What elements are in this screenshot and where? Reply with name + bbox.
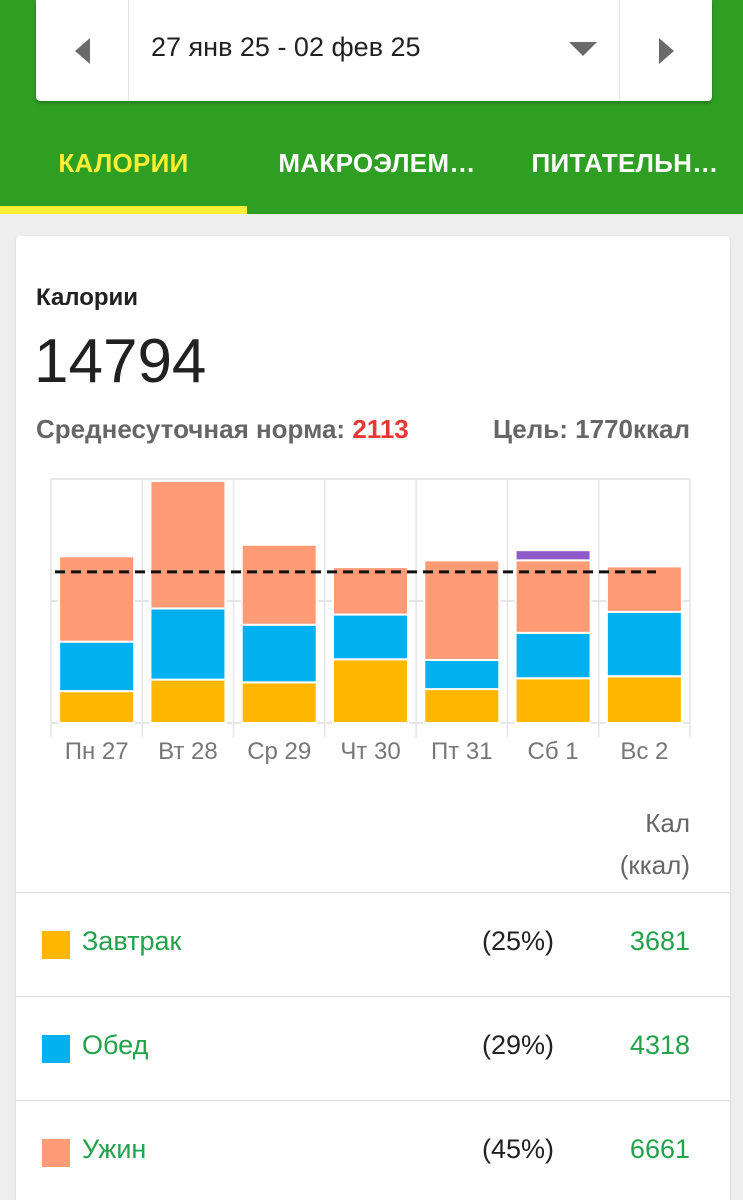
- chevron-left-icon: [74, 37, 90, 64]
- meal-row-breakfast[interactable]: Завтрак (25%) 3681: [16, 892, 730, 996]
- meal-percent: (29%): [481, 1030, 554, 1060]
- chart-bar-segment: [58, 555, 136, 643]
- column-header-line1: Кал: [645, 808, 690, 838]
- chart-bar-segment: [332, 566, 409, 616]
- chart-x-tick-label: Ср 29: [247, 738, 311, 765]
- calorie-goal: Цель: 1770ккал: [493, 414, 690, 444]
- calories-column-header: Кал (ккал): [620, 802, 690, 886]
- chart-bar-segment: [423, 658, 501, 691]
- chart-bar-segment: [332, 613, 409, 661]
- calories-bar-chart: Пн 27 Вт 28 Ср 29 Чт 30 Пт 31 Сб 1 Вс 2: [50, 478, 691, 765]
- chevron-right-icon: [658, 37, 674, 64]
- meal-calories: 3681: [629, 926, 690, 956]
- active-tab-indicator: [0, 206, 247, 214]
- meal-row-lunch[interactable]: Обед (29%) 4318: [16, 996, 730, 1100]
- next-week-button[interactable]: [619, 0, 712, 101]
- tab-bar: КАЛОРИИ МАКРОЭЛЕМ… ПИТАТЕЛЬН…: [0, 120, 743, 214]
- date-range-selector: 27 янв 25 - 02 фев 25: [36, 0, 712, 101]
- chart-x-tick-label: Сб 1: [528, 738, 579, 765]
- meal-name: Завтрак: [82, 926, 182, 956]
- chart-bar-segment: [240, 681, 318, 724]
- daily-average: Среднесуточная норма: 2113: [36, 414, 409, 445]
- card-title: Калории: [36, 284, 139, 311]
- chart-x-tick-label: Вс 2: [620, 738, 668, 765]
- lunch-color-swatch: [42, 1035, 70, 1063]
- date-range-label: 27 янв 25 - 02 фев 25: [151, 32, 421, 62]
- chart-bar-segment: [423, 559, 501, 661]
- date-range-dropdown[interactable]: 27 янв 25 - 02 фев 25: [129, 0, 619, 101]
- calories-card: Калории 14794 Среднесуточная норма: 2113…: [16, 236, 730, 1200]
- meal-name: Обед: [82, 1030, 149, 1060]
- chevron-down-icon: [569, 42, 597, 56]
- chart-bar-segment: [514, 677, 592, 724]
- breakfast-color-swatch: [42, 931, 70, 959]
- chart-bar-segment: [58, 640, 136, 693]
- meal-calories: 4318: [629, 1030, 690, 1060]
- meal-name: Ужин: [82, 1134, 147, 1164]
- app-header: 27 янв 25 - 02 фев 25 КАЛОРИИ МАКРОЭЛЕМ……: [0, 0, 743, 214]
- tab-calories[interactable]: КАЛОРИИ: [58, 148, 189, 178]
- chart-x-tick-label: Вт 28: [158, 738, 218, 765]
- chart-bar-segment: [423, 688, 501, 725]
- tab-nutrients[interactable]: ПИТАТЕЛЬН…: [531, 148, 719, 178]
- daily-average-label: Среднесуточная норма:: [36, 414, 346, 444]
- chart-bar-segment: [514, 549, 592, 562]
- chart-bar-segment: [514, 631, 592, 680]
- previous-week-button[interactable]: [36, 0, 129, 101]
- chart-bar-segment: [332, 658, 409, 725]
- chart-bar-segment: [605, 565, 683, 613]
- tab-macronutrients[interactable]: МАКРОЭЛЕМ…: [278, 148, 476, 178]
- chart-x-tick-label: Пт 31: [431, 738, 493, 765]
- chart-bar-segment: [149, 607, 227, 681]
- column-header-line2: (ккал): [619, 850, 690, 880]
- meal-row-dinner[interactable]: Ужин (45%) 6661: [16, 1100, 730, 1200]
- chart-bar-segment: [58, 690, 136, 724]
- chart-bar-segment: [240, 623, 318, 684]
- chart-x-tick-label: Пн 27: [65, 738, 129, 765]
- dinner-color-swatch: [42, 1139, 70, 1167]
- total-calories: 14794: [34, 327, 207, 396]
- chart-bar-segment: [240, 543, 318, 626]
- chart-bar-segment: [605, 610, 683, 678]
- daily-average-value: 2113: [352, 414, 409, 444]
- chart-bar-segment: [605, 675, 683, 725]
- chart-x-tick-label: Чт 30: [340, 738, 400, 765]
- meal-percent: (25%): [481, 926, 554, 956]
- chart-bar-segment: [149, 678, 227, 724]
- meal-calories: 6661: [629, 1134, 690, 1164]
- chart-bar-segment: [149, 480, 227, 610]
- meal-percent: (45%): [481, 1134, 554, 1164]
